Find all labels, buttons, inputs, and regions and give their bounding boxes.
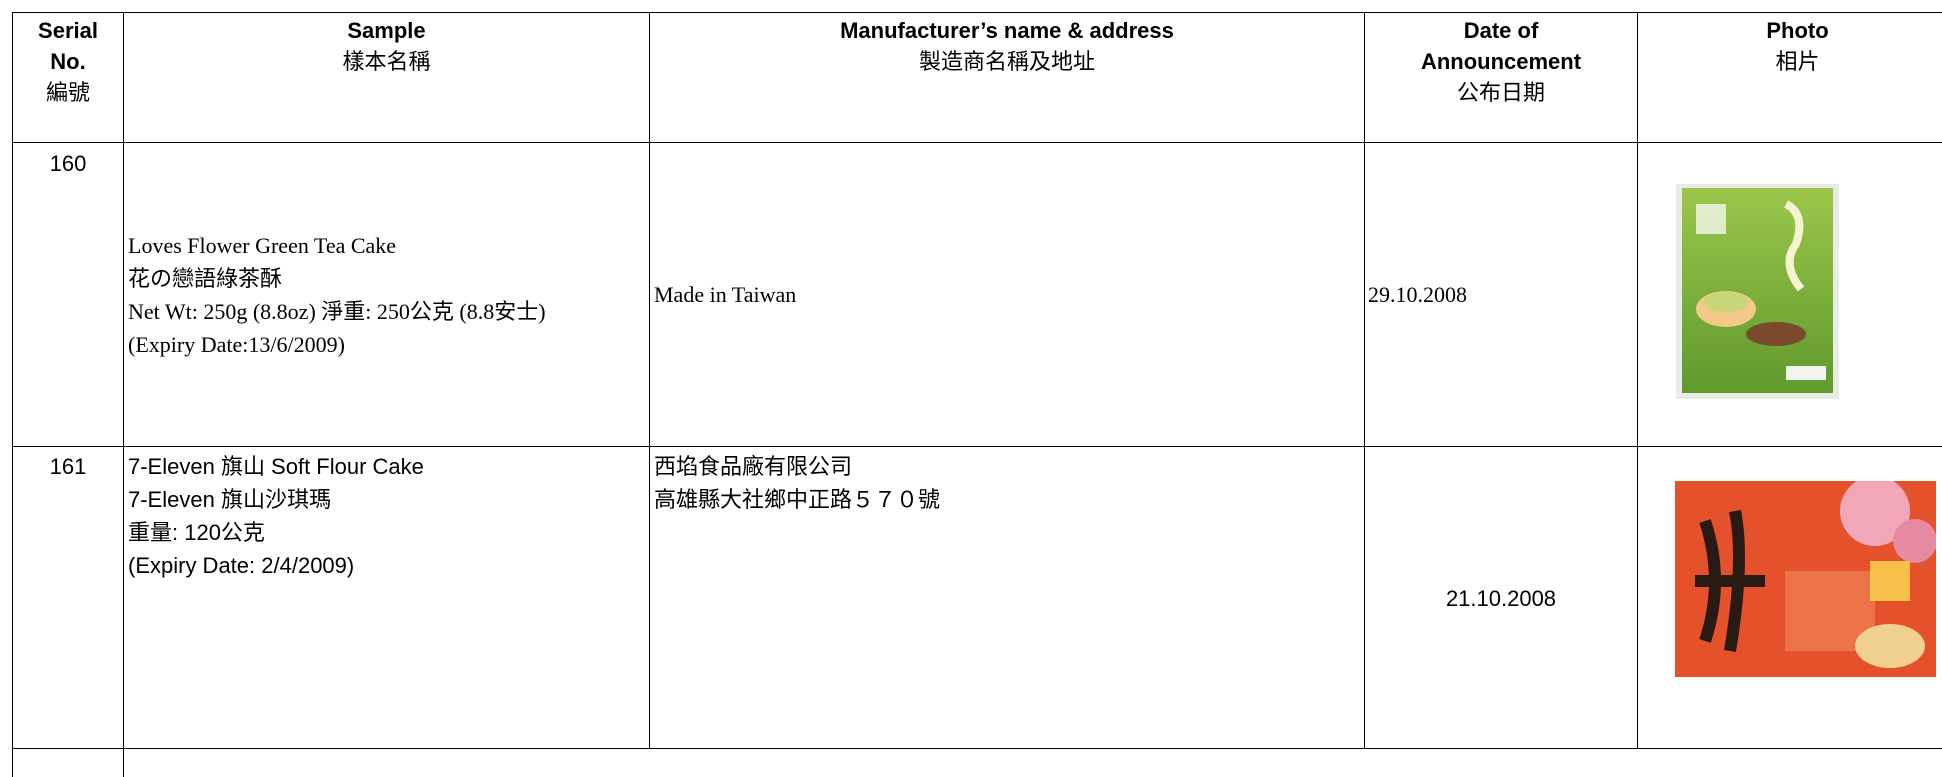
sample-line: 花の戀語綠茶酥 (128, 265, 283, 291)
header-text: Announcement (1420, 49, 1582, 74)
header-cell: Sample 樣本名稱 (123, 12, 649, 142)
sample-line: Net Wt: 250g (8.8oz) 淨重: 250公克 (8.8安士) (128, 298, 546, 324)
photo-cell (1637, 446, 1942, 748)
sample-line: 重量: 120公克 (128, 520, 265, 545)
photo-cell (1637, 142, 1942, 446)
header-text: 相片 (1775, 49, 1820, 74)
manufacturer-line: 高雄縣大社鄉中正路５７０號 (654, 487, 941, 512)
header-cell: Date of Announcement 公布日期 (1364, 12, 1637, 142)
serial-text: 160 (49, 151, 87, 176)
serial-cell: 160 (12, 142, 123, 446)
serial-text: 161 (49, 454, 87, 479)
header-text: Serial (38, 18, 98, 43)
sample-line: 7-Eleven 旗山 Soft Flour Cake (128, 454, 424, 479)
header-cell: Photo 相片 (1637, 12, 1942, 142)
manufacturer-cell: 西埳食品廠有限公司 高雄縣大社鄉中正路５７０號 (649, 446, 1364, 748)
sample-line: 7-Eleven 旗山沙琪瑪 (128, 487, 331, 512)
manufacturer-cell: Made in Taiwan (649, 142, 1364, 446)
product-photo (1675, 481, 1936, 677)
product-photo (1676, 184, 1839, 399)
header-text: 公布日期 (1456, 80, 1545, 105)
sample-line: Loves Flower Green Tea Cake (128, 232, 397, 258)
sample-line: (Expiry Date:13/6/2009) (128, 331, 345, 357)
header-text: Manufacturer’s name & address (840, 18, 1174, 43)
manufacturer-line: 西埳食品廠有限公司 (654, 454, 853, 479)
sample-line: (Expiry Date: 2/4/2009) (128, 553, 355, 578)
header-text: No. (50, 49, 86, 74)
manufacturer-line: Made in Taiwan (654, 282, 797, 307)
date-text: 21.10.2008 (1445, 586, 1557, 611)
sample-cell: Loves Flower Green Tea Cake 花の戀語綠茶酥 Net … (123, 142, 649, 446)
empty-cell (12, 748, 123, 777)
header-cell: Manufacturer’s name & address 製造商名稱及地址 (649, 12, 1364, 142)
header-text: Photo (1766, 18, 1829, 43)
header-text: Date of (1463, 18, 1539, 43)
sample-cell: 7-Eleven 旗山 Soft Flour Cake 7-Eleven 旗山沙… (123, 446, 649, 748)
date-cell: 29.10.2008 (1364, 142, 1637, 446)
date-text: 29.10.2008 (1368, 282, 1467, 307)
header-text: 樣本名稱 (342, 49, 431, 74)
serial-cell: 161 (12, 446, 123, 748)
header-cell: Serial No. 編號 (12, 12, 123, 142)
header-text: 製造商名稱及地址 (918, 49, 1095, 74)
empty-cell (123, 748, 1942, 777)
header-text: 編號 (45, 80, 90, 105)
date-cell: 21.10.2008 (1364, 446, 1637, 748)
header-text: Sample (347, 18, 426, 43)
